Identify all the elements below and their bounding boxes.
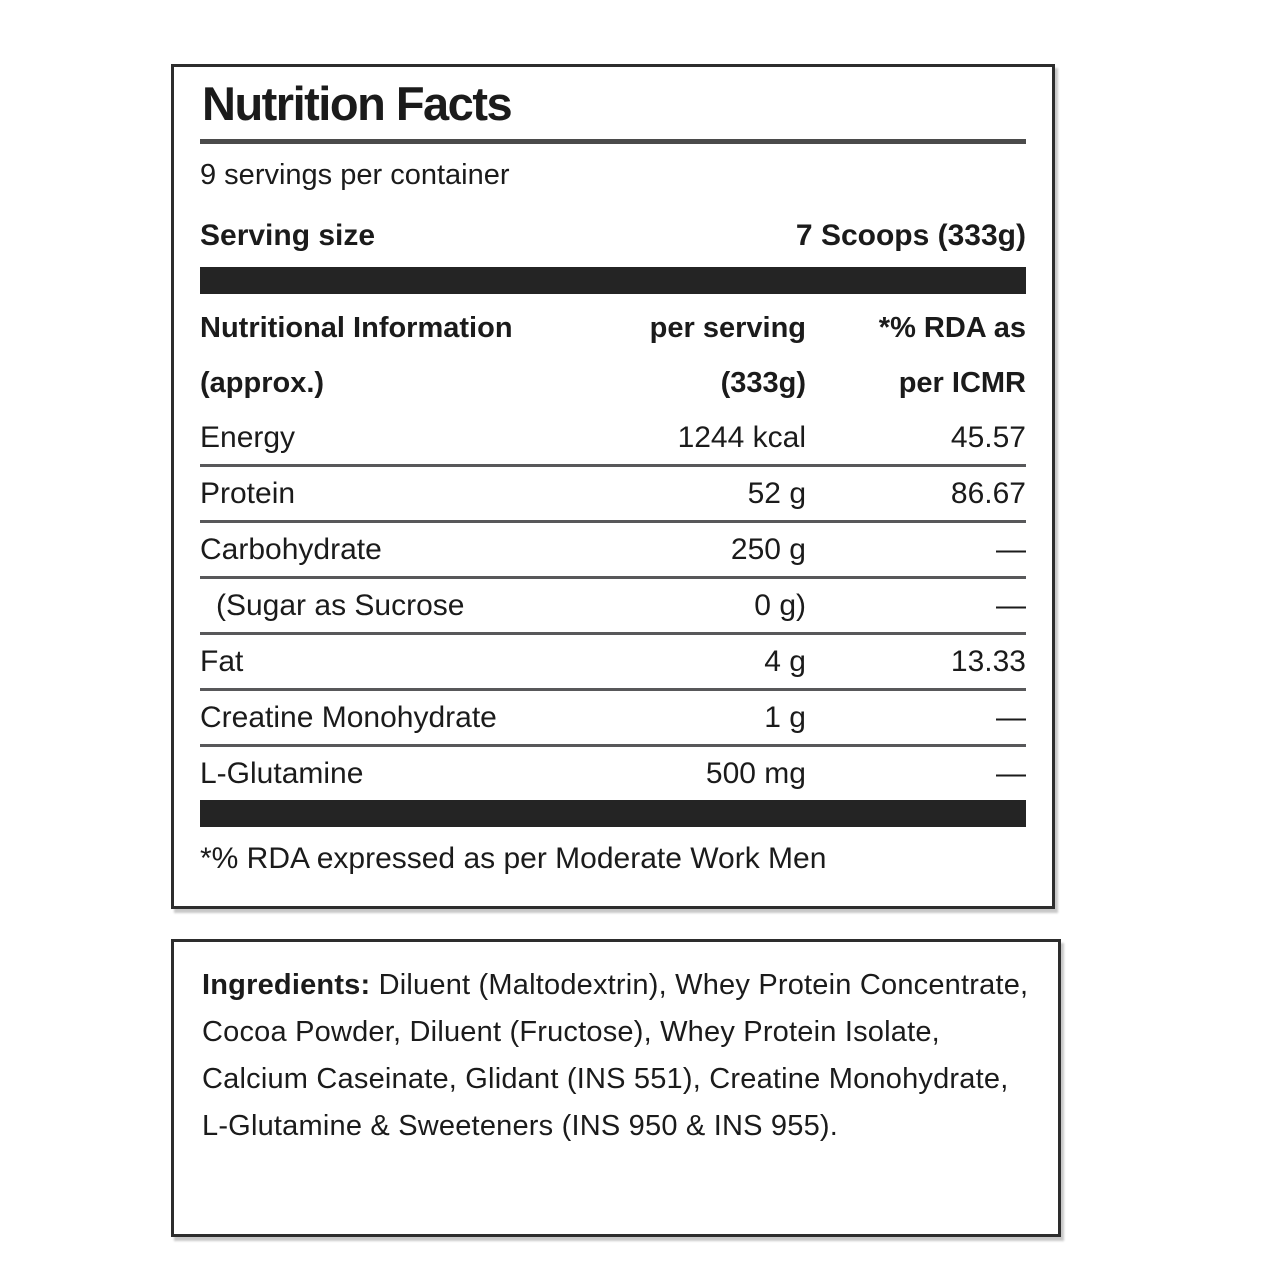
nutrition-facts-title: Nutrition Facts <box>202 77 513 130</box>
nutrient-name: Carbohydrate <box>200 532 382 566</box>
table-row-creatine: Creatine Monohydrate 1 g — <box>200 691 1026 747</box>
rda-footnote: *% RDA expressed as per Moderate Work Me… <box>200 842 827 875</box>
header-col2-line2: (333g) <box>720 367 806 399</box>
table-row-carbohydrate: Carbohydrate 250 g — <box>200 523 1026 579</box>
nutrient-rda: 86.67 <box>950 476 1026 510</box>
nutrient-amount: 0 g) <box>754 588 806 622</box>
nutrient-amount: 1244 kcal <box>677 420 806 454</box>
nutrient-name: (Sugar as Sucrose <box>216 588 465 622</box>
serving-size-row: Serving size 7 Scoops (333g) <box>200 217 1026 254</box>
nutrient-rda: — <box>996 700 1026 734</box>
ingredients-list: Diluent (Maltodextrin), Whey Protein Con… <box>202 969 1029 1142</box>
nutrient-rda: — <box>996 588 1026 622</box>
header-col1-line1: Nutritional Information <box>200 312 513 344</box>
separator-bar-top <box>200 267 1026 294</box>
table-row-sugar: (Sugar as Sucrose 0 g) — <box>200 579 1026 635</box>
nutrient-amount: 52 g <box>747 476 806 510</box>
ingredients-label: Ingredients: <box>202 969 371 1001</box>
nutrient-rda: — <box>996 532 1026 566</box>
nutrient-rda: 45.57 <box>950 420 1026 454</box>
title-divider <box>200 139 1026 144</box>
table-row-fat: Fat 4 g 13.33 <box>200 635 1026 691</box>
nutrient-name: Fat <box>200 644 244 678</box>
header-col2-line1: per serving <box>649 312 806 344</box>
nutrient-amount: 250 g <box>730 532 806 566</box>
ingredients-panel: Ingredients: Diluent (Maltodextrin), Whe… <box>171 939 1061 1237</box>
header-col3-line1: *% RDA as <box>878 312 1026 344</box>
nutrient-name: L-Glutamine <box>200 756 364 790</box>
serving-size-label: Serving size <box>200 219 376 252</box>
nutrient-amount: 4 g <box>764 644 806 678</box>
nutrient-rda: 13.33 <box>950 644 1026 678</box>
header-col-rda: *% RDA as per ICMR <box>806 301 1026 411</box>
nutrition-facts-panel: Nutrition Facts 9 servings per container… <box>171 64 1055 909</box>
nutrient-name: Energy <box>200 420 296 454</box>
table-row-protein: Protein 52 g 86.67 <box>200 467 1026 523</box>
table-header: Nutritional Information (approx.) per se… <box>200 301 1026 411</box>
header-col-per-serving: per serving (333g) <box>596 301 806 411</box>
table-row-energy: Energy 1244 kcal 45.57 <box>200 411 1026 467</box>
nutrient-name: Creatine Monohydrate <box>200 700 497 734</box>
serving-size-value: 7 Scoops (333g) <box>795 219 1026 252</box>
nutrient-amount: 500 mg <box>705 756 806 790</box>
nutrient-rda: — <box>996 756 1026 790</box>
header-col-nutritional-information: Nutritional Information (approx.) <box>200 301 596 411</box>
separator-bar-bottom <box>200 800 1026 827</box>
ingredients-paragraph: Ingredients: Diluent (Maltodextrin), Whe… <box>202 962 1030 1150</box>
header-col3-line2: per ICMR <box>898 367 1026 399</box>
nutrient-amount: 1 g <box>764 700 806 734</box>
header-col1-line2: (approx.) <box>200 367 325 399</box>
servings-per-container: 9 servings per container <box>200 159 510 191</box>
table-row-glutamine: L-Glutamine 500 mg — <box>200 747 1026 800</box>
nutrient-name: Protein <box>200 476 296 510</box>
